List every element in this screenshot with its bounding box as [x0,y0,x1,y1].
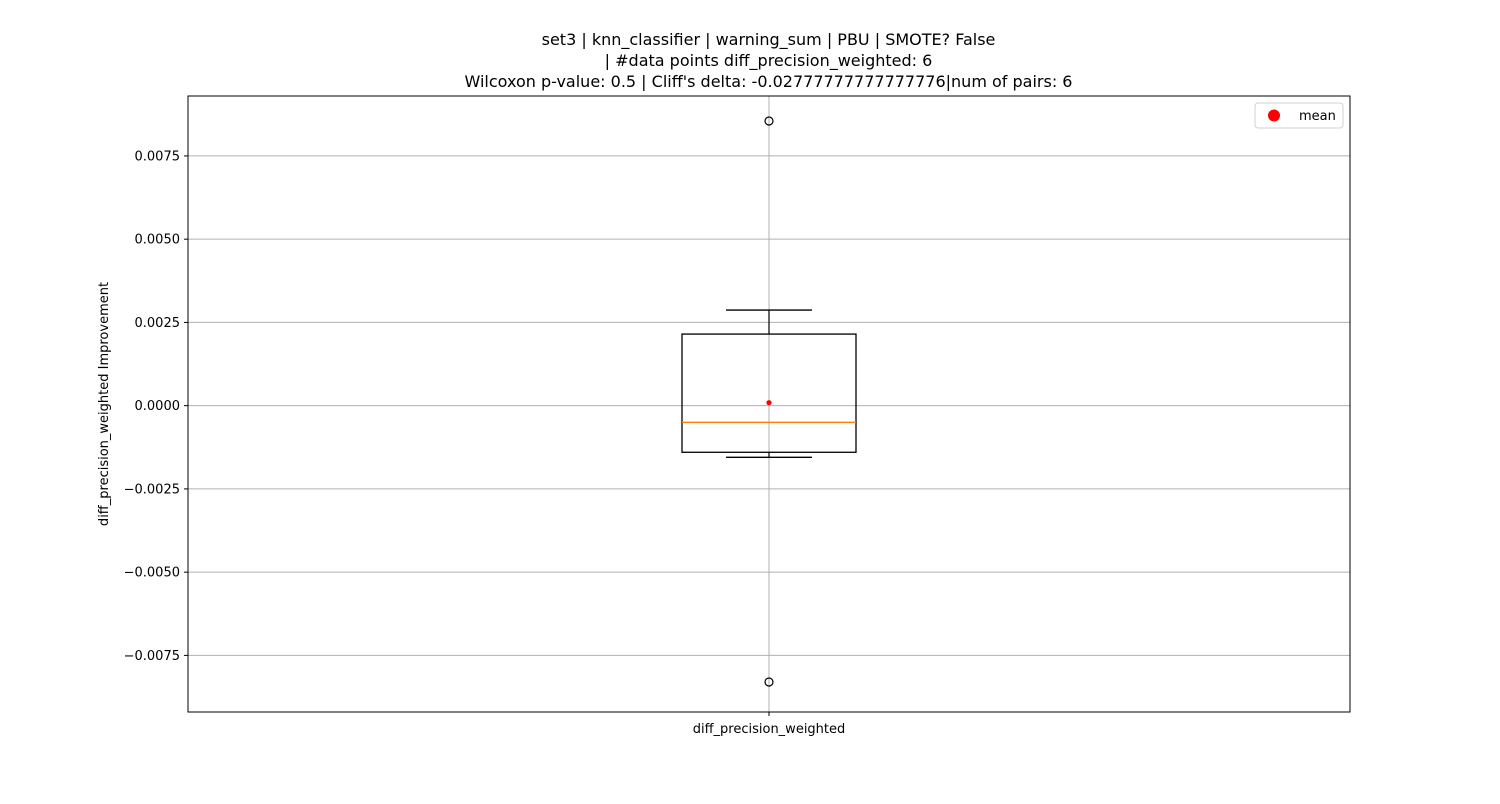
outlier-point [764,677,774,687]
mean-point [766,400,772,406]
y-axis-label: diff_precision_weighted Improvement [97,282,112,526]
x-tick-label: diff_precision_weighted [693,722,846,737]
y-tick-label: −0.0025 [124,482,180,497]
box-iqr [681,333,857,453]
y-tick-label: −0.0050 [124,566,180,581]
legend-mean-label: mean [1299,109,1336,124]
chart-title-line-3: Wilcoxon p-value: 0.5 | Cliff's delta: -… [464,72,1073,91]
plot-frame [187,95,1351,713]
legend: mean [1254,102,1344,129]
legend-mean-marker [1268,109,1280,122]
outlier-point [764,116,774,126]
chart-title-line-2: | #data points diff_precision_weighted: … [604,51,933,70]
y-tick-label: 0.0075 [135,149,181,164]
y-tick-label: 0.0025 [135,316,181,331]
y-tick-label: 0.0050 [135,233,181,248]
chart-title-line-1: set3 | knn_classifier | warning_sum | PB… [541,30,996,49]
y-tick-label: −0.0075 [124,649,180,664]
y-tick-label: 0.0000 [135,399,181,414]
legend-box [1254,102,1344,129]
